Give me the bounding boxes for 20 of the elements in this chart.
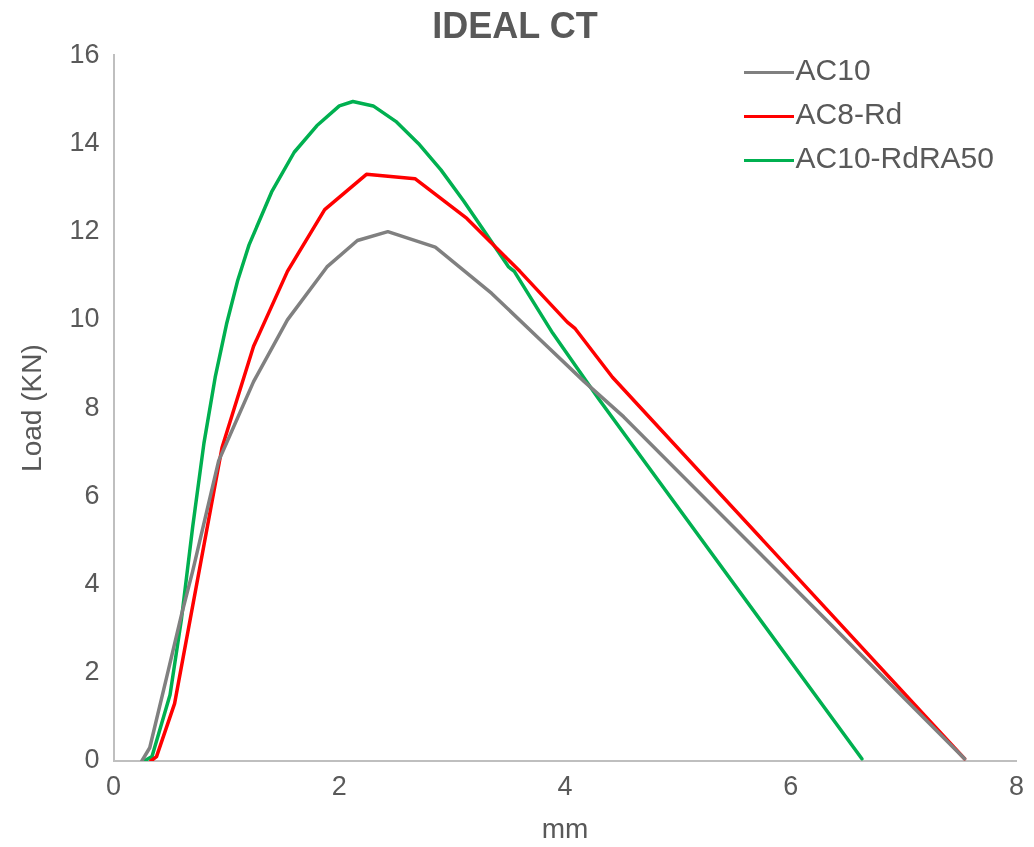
y-axis-title: Load (KN) — [15, 344, 47, 472]
x-axis-title: mm — [541, 812, 589, 844]
y-tick-label: 2 — [84, 656, 100, 687]
x-tick-label: 0 — [106, 770, 122, 801]
y-tick-label: 6 — [84, 479, 100, 510]
y-tick-label: 0 — [84, 744, 100, 775]
x-tick-label: 8 — [1008, 770, 1025, 801]
y-tick-label: 4 — [84, 568, 100, 598]
x-tick-label: 2 — [331, 770, 347, 801]
x-tick-label: 6 — [783, 770, 799, 801]
chart-title: IDEAL CT — [432, 4, 598, 46]
legend-label: AC10-RdRA50 — [795, 141, 994, 174]
y-tick-label: 12 — [69, 215, 100, 246]
legend-label: AC10 — [795, 53, 871, 86]
y-tick-label: 10 — [69, 303, 100, 334]
x-tick-label: 4 — [557, 770, 573, 801]
y-tick-label: 14 — [69, 126, 100, 157]
y-tick-label: 16 — [69, 38, 100, 69]
y-tick-label: 8 — [84, 391, 100, 422]
legend-label: AC8-Rd — [795, 97, 903, 130]
